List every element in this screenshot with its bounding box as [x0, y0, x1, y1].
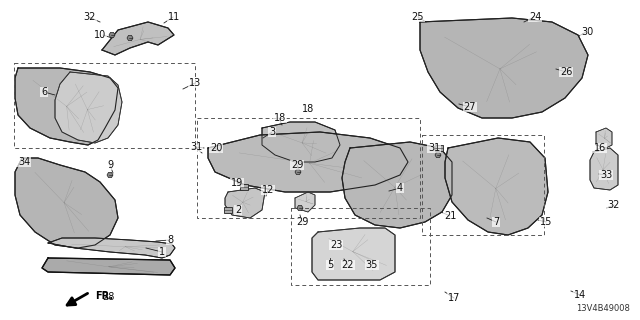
Bar: [240, 184, 248, 190]
Text: 33: 33: [600, 170, 612, 180]
Text: 2: 2: [235, 205, 241, 215]
Text: 7: 7: [493, 217, 499, 227]
Polygon shape: [55, 72, 122, 143]
Polygon shape: [225, 188, 265, 218]
Text: 15: 15: [540, 217, 552, 227]
Text: FR.: FR.: [95, 291, 113, 301]
Polygon shape: [42, 258, 175, 275]
Polygon shape: [590, 148, 618, 190]
Text: 12: 12: [262, 185, 274, 195]
Text: 10: 10: [94, 30, 106, 40]
Polygon shape: [127, 36, 133, 41]
Bar: [14, 63, 195, 148]
Text: 29: 29: [296, 217, 308, 227]
Text: 30: 30: [581, 27, 593, 37]
Text: 9: 9: [107, 160, 113, 170]
Text: 20: 20: [210, 143, 222, 153]
Polygon shape: [15, 158, 118, 248]
Text: 23: 23: [330, 240, 342, 250]
Text: 16: 16: [594, 143, 606, 153]
Polygon shape: [262, 122, 340, 162]
Bar: [435, 145, 443, 151]
Bar: [224, 207, 232, 213]
Text: 13V4B49008: 13V4B49008: [576, 304, 630, 313]
Text: 26: 26: [560, 67, 572, 77]
Text: 14: 14: [574, 290, 586, 300]
Polygon shape: [420, 18, 588, 118]
Text: 8: 8: [167, 235, 173, 245]
Text: 5: 5: [327, 260, 333, 270]
Polygon shape: [312, 228, 395, 280]
Text: 29: 29: [291, 160, 303, 170]
Text: 1: 1: [159, 247, 165, 257]
Polygon shape: [297, 205, 303, 211]
Text: 22: 22: [342, 260, 355, 270]
Polygon shape: [107, 172, 113, 178]
Text: 24: 24: [529, 12, 541, 22]
Text: 32: 32: [84, 12, 96, 22]
Text: 27: 27: [464, 102, 476, 112]
Text: 11: 11: [168, 12, 180, 22]
Text: 6: 6: [41, 87, 47, 97]
Text: 35: 35: [366, 260, 378, 270]
Polygon shape: [342, 142, 452, 228]
Text: 4: 4: [397, 183, 403, 193]
Polygon shape: [208, 132, 408, 192]
Text: 17: 17: [448, 293, 460, 303]
Text: 18: 18: [274, 113, 286, 123]
Polygon shape: [445, 138, 548, 235]
Polygon shape: [15, 68, 118, 145]
Text: 18: 18: [302, 104, 315, 114]
Text: 31: 31: [190, 142, 202, 152]
Polygon shape: [109, 32, 115, 37]
Polygon shape: [435, 152, 441, 157]
Polygon shape: [295, 192, 315, 212]
Polygon shape: [102, 22, 174, 55]
Polygon shape: [596, 128, 612, 148]
Text: 3: 3: [269, 127, 275, 137]
Text: 32: 32: [608, 200, 620, 210]
Text: 28: 28: [102, 292, 114, 302]
Bar: [291, 208, 430, 285]
Text: 31: 31: [428, 143, 440, 153]
Bar: [197, 118, 420, 218]
Text: 25: 25: [412, 12, 424, 22]
Text: 34: 34: [18, 157, 30, 167]
Polygon shape: [48, 238, 175, 258]
Text: 13: 13: [189, 78, 201, 88]
Bar: [422, 135, 544, 235]
Polygon shape: [295, 169, 301, 175]
Text: 19: 19: [231, 178, 243, 188]
Text: 21: 21: [444, 211, 456, 221]
